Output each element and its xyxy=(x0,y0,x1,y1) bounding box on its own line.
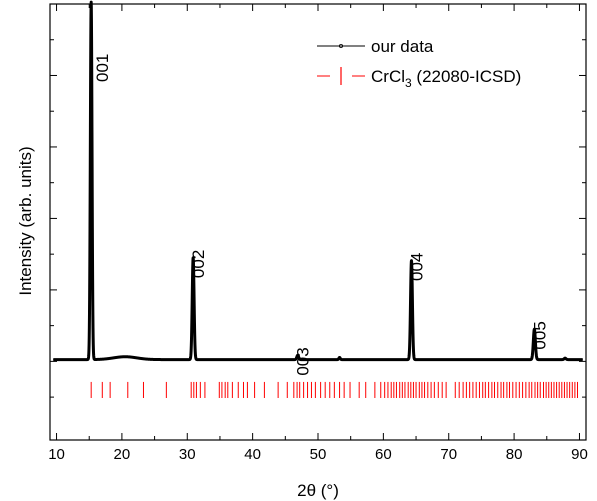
measured-line xyxy=(53,2,583,361)
peak-label-004: 004 xyxy=(408,253,427,281)
axes: 10 20 30 40 50 60 70 80 90 xyxy=(48,3,588,463)
y-axis-title: Intensity (arb. units) xyxy=(16,146,35,295)
legend-ref-label-rest: (22080-ICSD) xyxy=(412,67,522,86)
legend-ref-label-main: CrCl xyxy=(371,67,405,86)
x-tick-label: 80 xyxy=(506,446,523,463)
x-tick-label: 70 xyxy=(440,446,457,463)
x-tick-label: 10 xyxy=(48,446,65,463)
x-tick-label: 50 xyxy=(310,446,327,463)
peak-label-003: 003 xyxy=(294,347,313,375)
peak-label-005: 005 xyxy=(530,321,549,349)
legend: our data CrCl3 (22080-ICSD) xyxy=(317,37,521,90)
x-tick-label: 20 xyxy=(114,446,131,463)
reference-tick-marks xyxy=(90,381,579,399)
peak-label-001: 001 xyxy=(93,54,112,82)
measured-baseline-band xyxy=(51,0,585,362)
legend-ref-label-sub: 3 xyxy=(405,76,412,90)
x-tick-label: 60 xyxy=(375,446,392,463)
x-tick-label: 90 xyxy=(571,446,588,463)
legend-our-data-marker xyxy=(338,44,343,49)
legend-our-data-label: our data xyxy=(371,37,434,56)
measured-pattern xyxy=(51,0,585,362)
legend-ref-label: CrCl3 (22080-ICSD) xyxy=(371,67,521,90)
x-axis-title: 2θ (°) xyxy=(297,481,339,500)
x-tick-label: 40 xyxy=(244,446,261,463)
peak-label-002: 002 xyxy=(189,250,208,278)
x-tick-label: 30 xyxy=(179,446,196,463)
peak-labels: 001 002 003 004 005 xyxy=(93,54,549,376)
